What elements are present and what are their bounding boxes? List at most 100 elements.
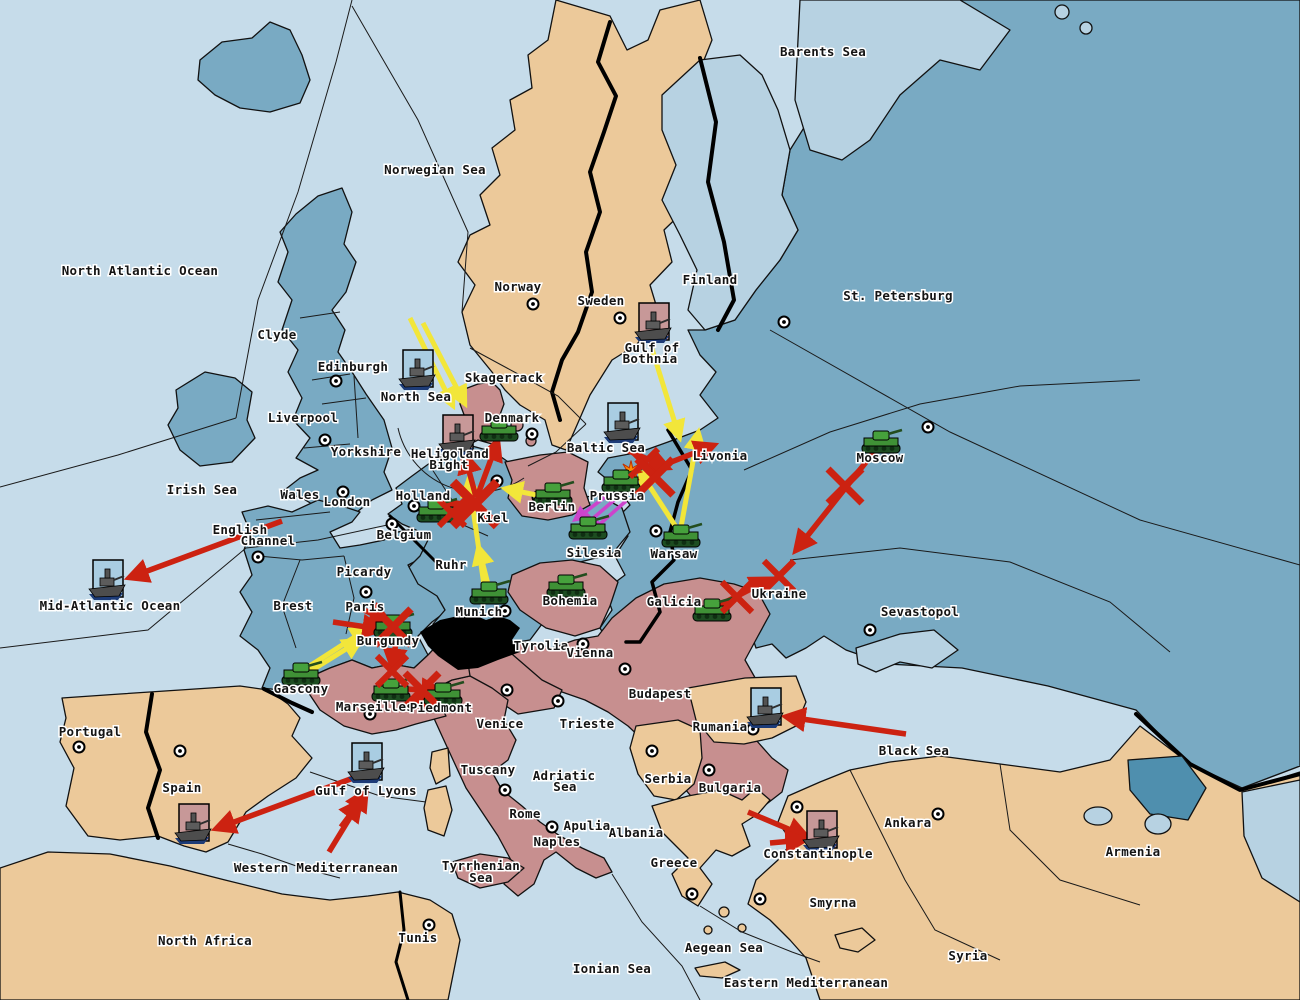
- tank-wheel-icon: [420, 515, 426, 520]
- army-unit[interactable]: [601, 467, 643, 493]
- province-label: Albania: [609, 825, 664, 840]
- province-label: Burgundy: [357, 633, 420, 648]
- region-iceland[interactable]: [197, 21, 311, 113]
- region-iberia[interactable]: [59, 685, 313, 853]
- supply-center-dot: [363, 707, 377, 721]
- province-label: Norwegian Sea: [384, 162, 486, 177]
- region-greece[interactable]: [651, 787, 771, 907]
- fleet-unit[interactable]: [174, 803, 212, 844]
- province-label: Silesia: [567, 545, 622, 560]
- province-label: Mid-Atlantic Ocean: [40, 598, 181, 613]
- province-label: Prussia: [590, 488, 645, 503]
- x-stroke: [372, 606, 414, 648]
- fleet-superstructure-icon: [358, 760, 374, 770]
- province-label: Piedmont: [410, 700, 473, 715]
- supply-center-core: [751, 727, 755, 731]
- tank-turret-icon: [612, 469, 630, 480]
- fleet-superstructure-icon: [99, 577, 115, 587]
- fleet-unit[interactable]: [88, 559, 126, 600]
- province-label: Sevastopol: [881, 604, 959, 619]
- region-north-africa[interactable]: [0, 851, 461, 1000]
- tank-wheel-icon: [681, 540, 687, 545]
- tank-wheel-icon: [383, 694, 389, 699]
- province-label: English: [213, 522, 268, 537]
- standoff-x-marker: [372, 606, 414, 648]
- tank-wheel-icon: [621, 485, 627, 490]
- supply-center-dot: [526, 297, 540, 311]
- tank-wheel-icon: [443, 698, 449, 703]
- supply-center-core: [368, 712, 372, 716]
- province-label: Portugal: [59, 724, 122, 739]
- tank-wheel-icon: [629, 485, 635, 490]
- region-serbia[interactable]: [629, 719, 703, 801]
- province-label: Spain: [162, 780, 201, 795]
- tank-turret-icon: [872, 430, 890, 441]
- province-label: Clyde: [257, 327, 296, 342]
- supply-center-dot: [931, 807, 945, 821]
- army-unit[interactable]: [661, 522, 703, 548]
- army-unit[interactable]: [533, 480, 575, 506]
- province-label: Irish Sea: [167, 482, 237, 497]
- x-stroke: [761, 558, 797, 594]
- x-stroke: [374, 653, 410, 689]
- supply-center-core: [427, 923, 431, 927]
- border-norway-sweden: [550, 20, 618, 422]
- lake: [1083, 806, 1113, 826]
- province-label: Paris: [345, 599, 384, 614]
- supply-center-core: [795, 805, 799, 809]
- fleet-superstructure-icon: [614, 420, 630, 430]
- fleet-unit[interactable]: [603, 402, 641, 443]
- supply-center-dot: [251, 550, 265, 564]
- army-unit[interactable]: [546, 572, 588, 598]
- region-sicily[interactable]: [451, 853, 525, 889]
- border-portugal: [144, 692, 162, 840]
- army-unit[interactable]: [281, 660, 323, 686]
- province-label: Ankara: [885, 815, 932, 830]
- supply-center-dot: [551, 694, 565, 708]
- province-label: North Atlantic Ocean: [62, 263, 219, 278]
- supply-center-dot: [790, 800, 804, 814]
- region-austria-balkans[interactable]: [504, 577, 789, 815]
- tank-wheel-icon: [572, 532, 578, 537]
- tank-barrel-icon: [718, 596, 734, 604]
- province-label: Tunis: [398, 930, 437, 945]
- units-layer[interactable]: [88, 302, 903, 851]
- tank-wheel-icon: [507, 434, 513, 439]
- aegean-island: [703, 925, 713, 935]
- standoff-x-marker: [719, 579, 755, 615]
- region-bohemia[interactable]: [507, 559, 619, 637]
- supply-center-core: [77, 745, 81, 749]
- province-label: Trieste: [560, 716, 615, 731]
- fleet-gun-icon: [771, 703, 783, 709]
- army-unit[interactable]: [568, 514, 610, 540]
- fleet-unit[interactable]: [438, 414, 476, 455]
- province-label: Finland: [683, 272, 738, 287]
- army-unit[interactable]: [861, 428, 903, 454]
- supply-center-core: [926, 425, 930, 429]
- fleet-gun-icon: [199, 819, 211, 825]
- region-finland[interactable]: [661, 54, 799, 331]
- fleet-unit[interactable]: [347, 742, 385, 783]
- fleet-unit[interactable]: [634, 302, 672, 343]
- province-label: Budapest: [629, 686, 692, 701]
- tank-barrel-icon: [887, 428, 903, 436]
- army-unit[interactable]: [479, 416, 521, 442]
- army-unit[interactable]: [692, 596, 734, 622]
- region-italy[interactable]: [431, 675, 613, 897]
- army-unit[interactable]: [469, 579, 511, 605]
- supply-center-dot: [613, 311, 627, 325]
- province-label: Aegean Sea: [685, 940, 763, 955]
- fleet-superstructure-icon: [813, 828, 829, 838]
- fleet-unit[interactable]: [746, 687, 784, 728]
- standoff-x-marker: [634, 456, 676, 498]
- supply-center-dot: [645, 744, 659, 758]
- tank-barrel-icon: [594, 514, 610, 522]
- fleet-gun-icon: [659, 318, 671, 324]
- province-label: Munich: [456, 604, 503, 619]
- fleet-unit[interactable]: [398, 349, 436, 390]
- province-label: Sea: [469, 870, 492, 885]
- tank-wheel-icon: [873, 446, 879, 451]
- region-ireland[interactable]: [167, 371, 256, 467]
- fleet-unit[interactable]: [802, 810, 840, 851]
